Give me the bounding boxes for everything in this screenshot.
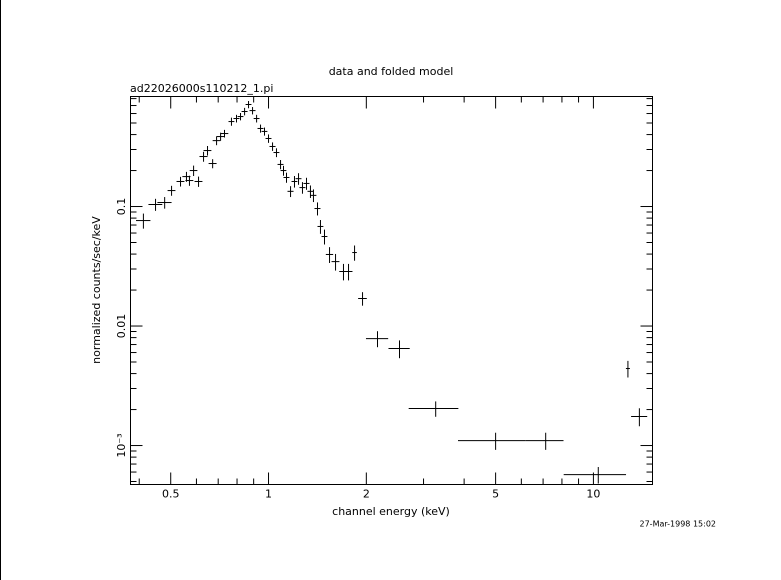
y-tick-label: 10⁻³: [115, 433, 128, 457]
x-axis-label: channel energy (keV): [332, 505, 450, 518]
x-tick-label: 5: [492, 488, 499, 501]
x-tick-label: 0.5: [162, 488, 180, 501]
x-tick-label: 10: [586, 488, 600, 501]
chart-subtitle: ad22026000s110212_1.pi: [130, 82, 273, 95]
timestamp: 27-Mar-1998 15:02: [640, 520, 717, 529]
chart-title: data and folded model: [329, 65, 454, 78]
y-tick-label: 0.1: [115, 198, 128, 216]
y-tick-label: 0.01: [115, 314, 128, 339]
x-tick-label: 1: [265, 488, 272, 501]
x-tick-label: 2: [363, 488, 370, 501]
y-axis-label: normalized counts/sec/keV: [90, 216, 103, 364]
